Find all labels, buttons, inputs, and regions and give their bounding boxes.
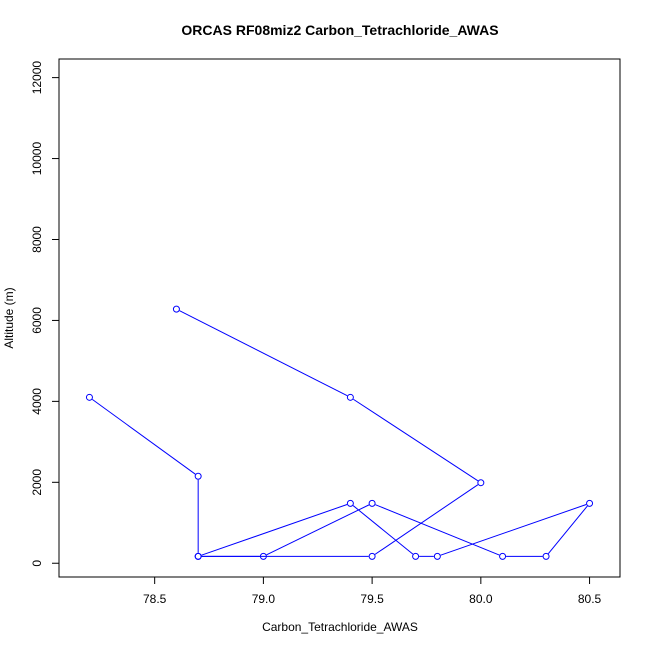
data-point (259, 552, 267, 560)
data-point (477, 479, 485, 487)
data-point (194, 472, 202, 480)
series-segment (374, 484, 479, 555)
data-point (542, 552, 550, 560)
y-tick-label: 4000 (30, 388, 44, 415)
x-axis: 78.5 79.0 79.5 80.0 80.5 (143, 577, 602, 606)
data-point (433, 552, 441, 560)
series-layer (85, 305, 594, 560)
x-tick-label: 78.5 (143, 592, 167, 606)
y-axis-label: Altitude (m) (2, 287, 16, 348)
y-tick-label: 10000 (30, 142, 44, 176)
series-segment (547, 505, 588, 554)
y-tick-label: 12000 (30, 61, 44, 95)
x-tick-label: 80.5 (578, 592, 602, 606)
series-segment (201, 504, 348, 556)
x-tick-label: 80.0 (469, 592, 493, 606)
data-point (499, 552, 507, 560)
data-point (85, 393, 93, 401)
chart-title: ORCAS RF08miz2 Carbon_Tetrachloride_AWAS (181, 22, 498, 38)
x-axis-label: Carbon_Tetrachloride_AWAS (262, 620, 418, 634)
series-segment (352, 505, 414, 555)
data-point (194, 552, 202, 560)
x-tick-label: 79.5 (360, 592, 384, 606)
y-tick-label: 6000 (30, 307, 44, 334)
data-point (172, 305, 180, 313)
series-segment (440, 504, 587, 556)
data-point (368, 499, 376, 507)
data-point (346, 499, 354, 507)
series-segment (353, 398, 479, 482)
y-tick-label: 0 (30, 560, 44, 567)
data-point (412, 552, 420, 560)
y-tick-label: 8000 (30, 226, 44, 253)
series-segment (179, 310, 348, 397)
y-axis: 0 2000 4000 6000 8000 10000 12000 (30, 61, 59, 567)
series-segment (91, 398, 196, 475)
data-point (368, 552, 376, 560)
data-point (586, 499, 594, 507)
data-point (346, 393, 354, 401)
plot-frame (58, 58, 621, 578)
series-segment (375, 504, 500, 556)
y-tick-label: 2000 (30, 469, 44, 496)
series-segment (266, 504, 370, 556)
x-tick-label: 79.0 (252, 592, 276, 606)
